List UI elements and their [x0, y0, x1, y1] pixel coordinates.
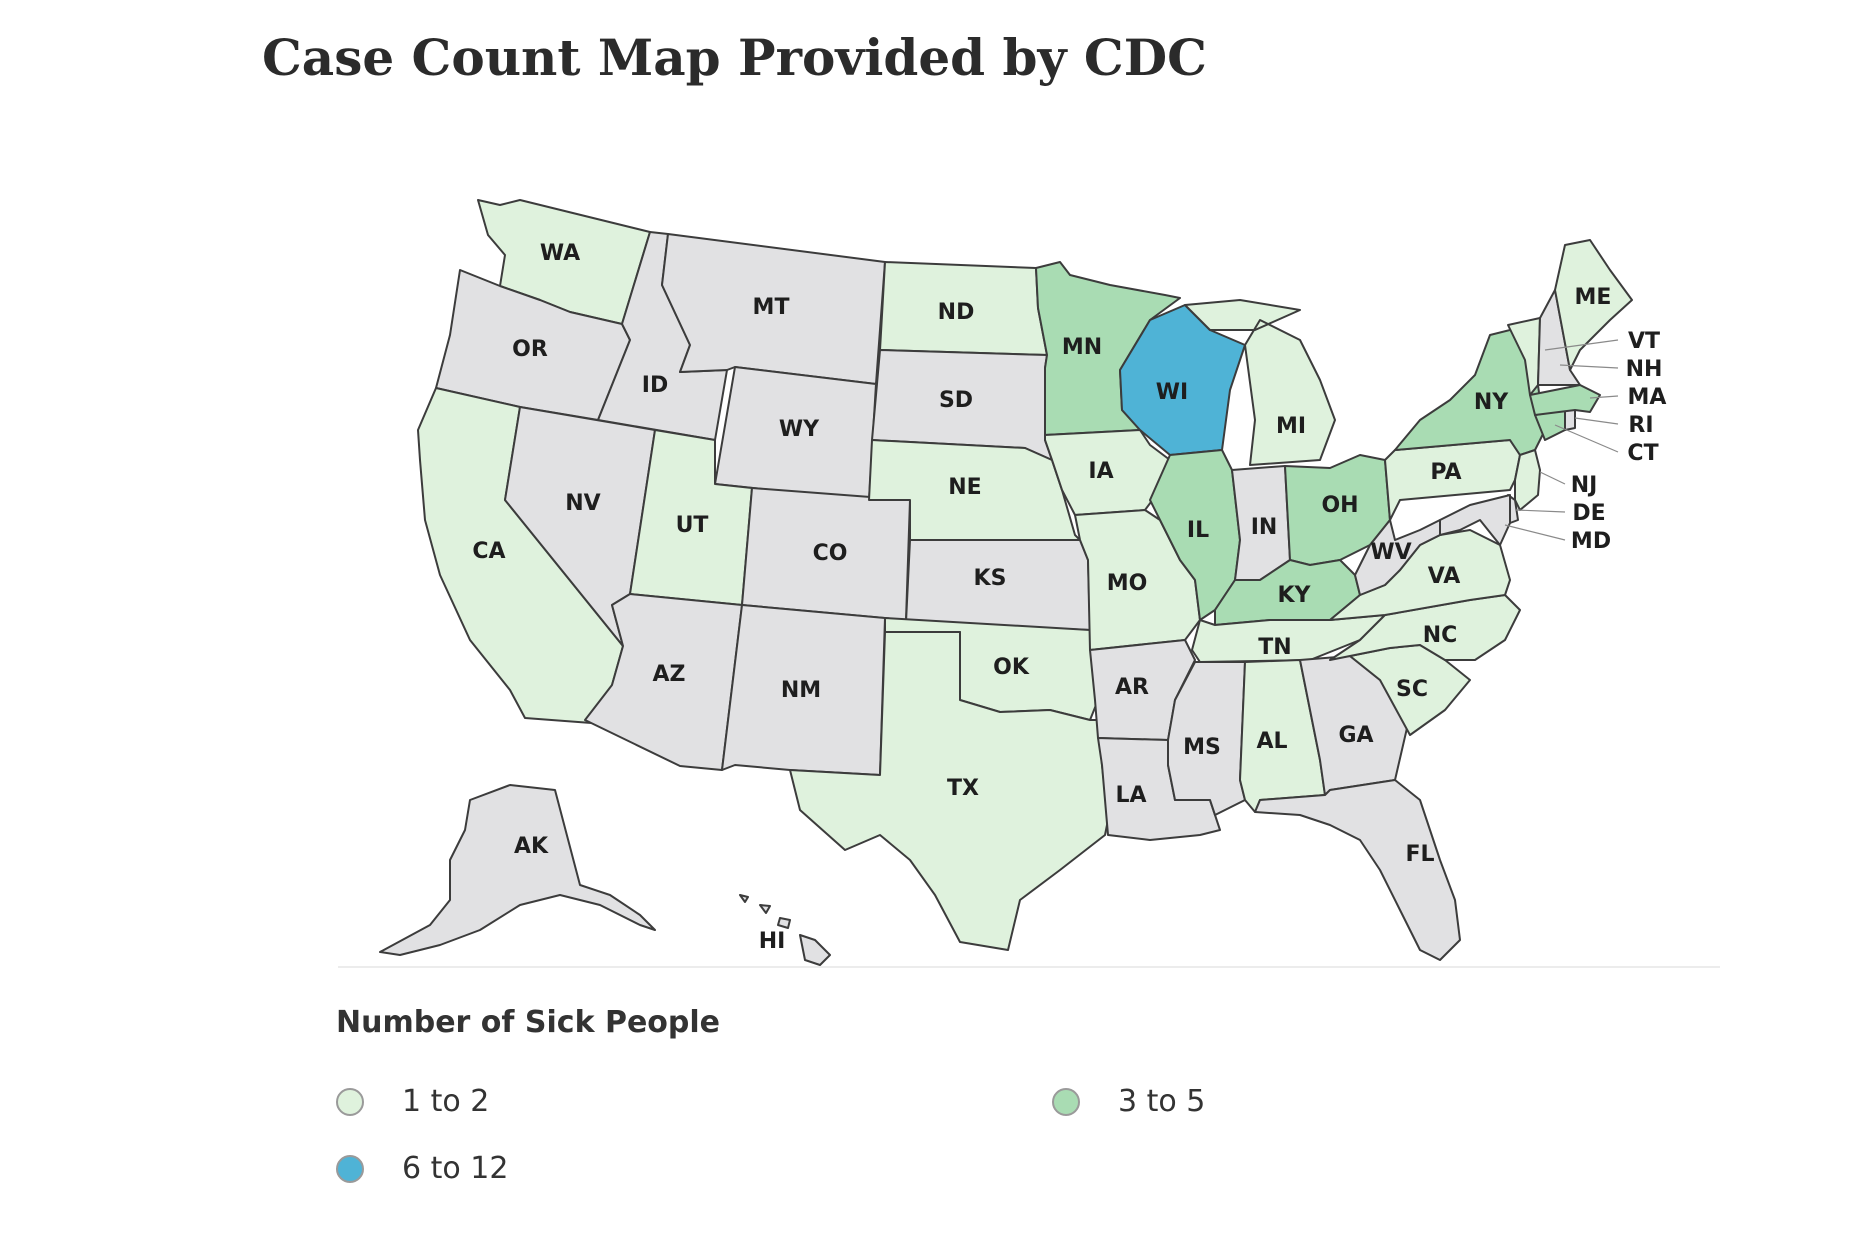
state-TX[interactable]	[789, 631, 1109, 951]
label-HI: HI	[759, 929, 786, 954]
label-ND: ND	[938, 300, 975, 325]
legend-item-3-to-5[interactable]: 3 to 5	[1052, 1084, 1205, 1119]
page-title: Case Count Map Provided by CDC	[262, 28, 1207, 87]
label-AL: AL	[1256, 729, 1287, 754]
label-NC: NC	[1423, 623, 1458, 648]
label-TX: TX	[947, 776, 979, 801]
label-KS: KS	[974, 566, 1007, 591]
state-RI[interactable]	[1564, 409, 1576, 431]
label-SD: SD	[939, 388, 973, 413]
label-TN: TN	[1258, 635, 1291, 660]
label-OH: OH	[1321, 493, 1358, 518]
state-HI[interactable]	[739, 894, 831, 966]
legend-label-6-to-12: 6 to 12	[402, 1151, 509, 1186]
state-MS[interactable]	[1167, 661, 1246, 816]
label-DE: DE	[1572, 501, 1605, 526]
label-ME: ME	[1575, 285, 1612, 310]
legend-label-3-to-5: 3 to 5	[1118, 1084, 1206, 1119]
label-WA: WA	[540, 241, 580, 266]
label-OR: OR	[512, 337, 548, 362]
legend-item-1-to-2[interactable]: 1 to 2	[336, 1084, 489, 1119]
label-FL: FL	[1405, 842, 1434, 867]
label-UT: UT	[676, 513, 709, 538]
label-NY: NY	[1474, 390, 1509, 415]
label-NM: NM	[781, 678, 821, 703]
label-MN: MN	[1062, 335, 1102, 360]
label-MI: MI	[1276, 414, 1306, 439]
label-GA: GA	[1338, 723, 1373, 748]
label-WI: WI	[1156, 380, 1188, 405]
state-NE[interactable]	[868, 439, 1081, 541]
label-NE: NE	[948, 475, 981, 500]
state-NJ[interactable]	[1514, 449, 1541, 511]
state-NH[interactable]	[1537, 289, 1581, 386]
label-MO: MO	[1107, 571, 1148, 596]
label-SC: SC	[1396, 677, 1428, 702]
label-MD: MD	[1571, 529, 1611, 554]
label-WY: WY	[779, 417, 820, 442]
label-ID: ID	[642, 373, 668, 398]
label-NV: NV	[565, 491, 600, 516]
legend-swatch-1-to-2	[336, 1087, 364, 1116]
legend-title: Number of Sick People	[336, 1005, 721, 1040]
label-WV: WV	[1370, 540, 1411, 565]
label-IL: IL	[1187, 518, 1209, 543]
label-NH: NH	[1626, 357, 1663, 382]
label-LA: LA	[1115, 783, 1146, 808]
label-MT: MT	[753, 295, 790, 320]
state-VT[interactable]	[1507, 317, 1541, 396]
label-CA: CA	[472, 539, 505, 564]
label-VA: VA	[1428, 564, 1461, 589]
legend-label-1-to-2: 1 to 2	[402, 1084, 490, 1119]
legend-divider	[338, 966, 1720, 968]
state-MI[interactable]	[1184, 299, 1336, 466]
label-CT: CT	[1627, 441, 1658, 466]
label-VT: VT	[1628, 329, 1660, 354]
label-IA: IA	[1088, 459, 1113, 484]
label-KY: KY	[1278, 583, 1312, 608]
label-CO: CO	[813, 541, 848, 566]
label-MS: MS	[1183, 735, 1221, 760]
legend-item-6-to-12[interactable]: 6 to 12	[336, 1151, 508, 1186]
label-MA: MA	[1628, 385, 1667, 410]
legend-swatch-3-to-5	[1052, 1087, 1080, 1116]
label-OK: OK	[993, 655, 1030, 680]
state-MD[interactable]	[1439, 494, 1511, 546]
label-IN: IN	[1251, 515, 1278, 540]
state-WV[interactable]	[1354, 519, 1441, 596]
state-AK[interactable]	[379, 784, 656, 956]
state-ME[interactable]	[1554, 239, 1633, 371]
label-AZ: AZ	[653, 662, 686, 687]
state-FL[interactable]	[1254, 779, 1461, 961]
label-AK: AK	[514, 834, 549, 859]
label-PA: PA	[1430, 460, 1461, 485]
legend-swatch-6-to-12	[336, 1154, 364, 1183]
state-MA[interactable]	[1529, 384, 1601, 416]
label-NJ: NJ	[1571, 473, 1598, 498]
state-IL[interactable]	[1149, 449, 1241, 621]
label-AR: AR	[1115, 675, 1149, 700]
label-RI: RI	[1628, 413, 1653, 438]
